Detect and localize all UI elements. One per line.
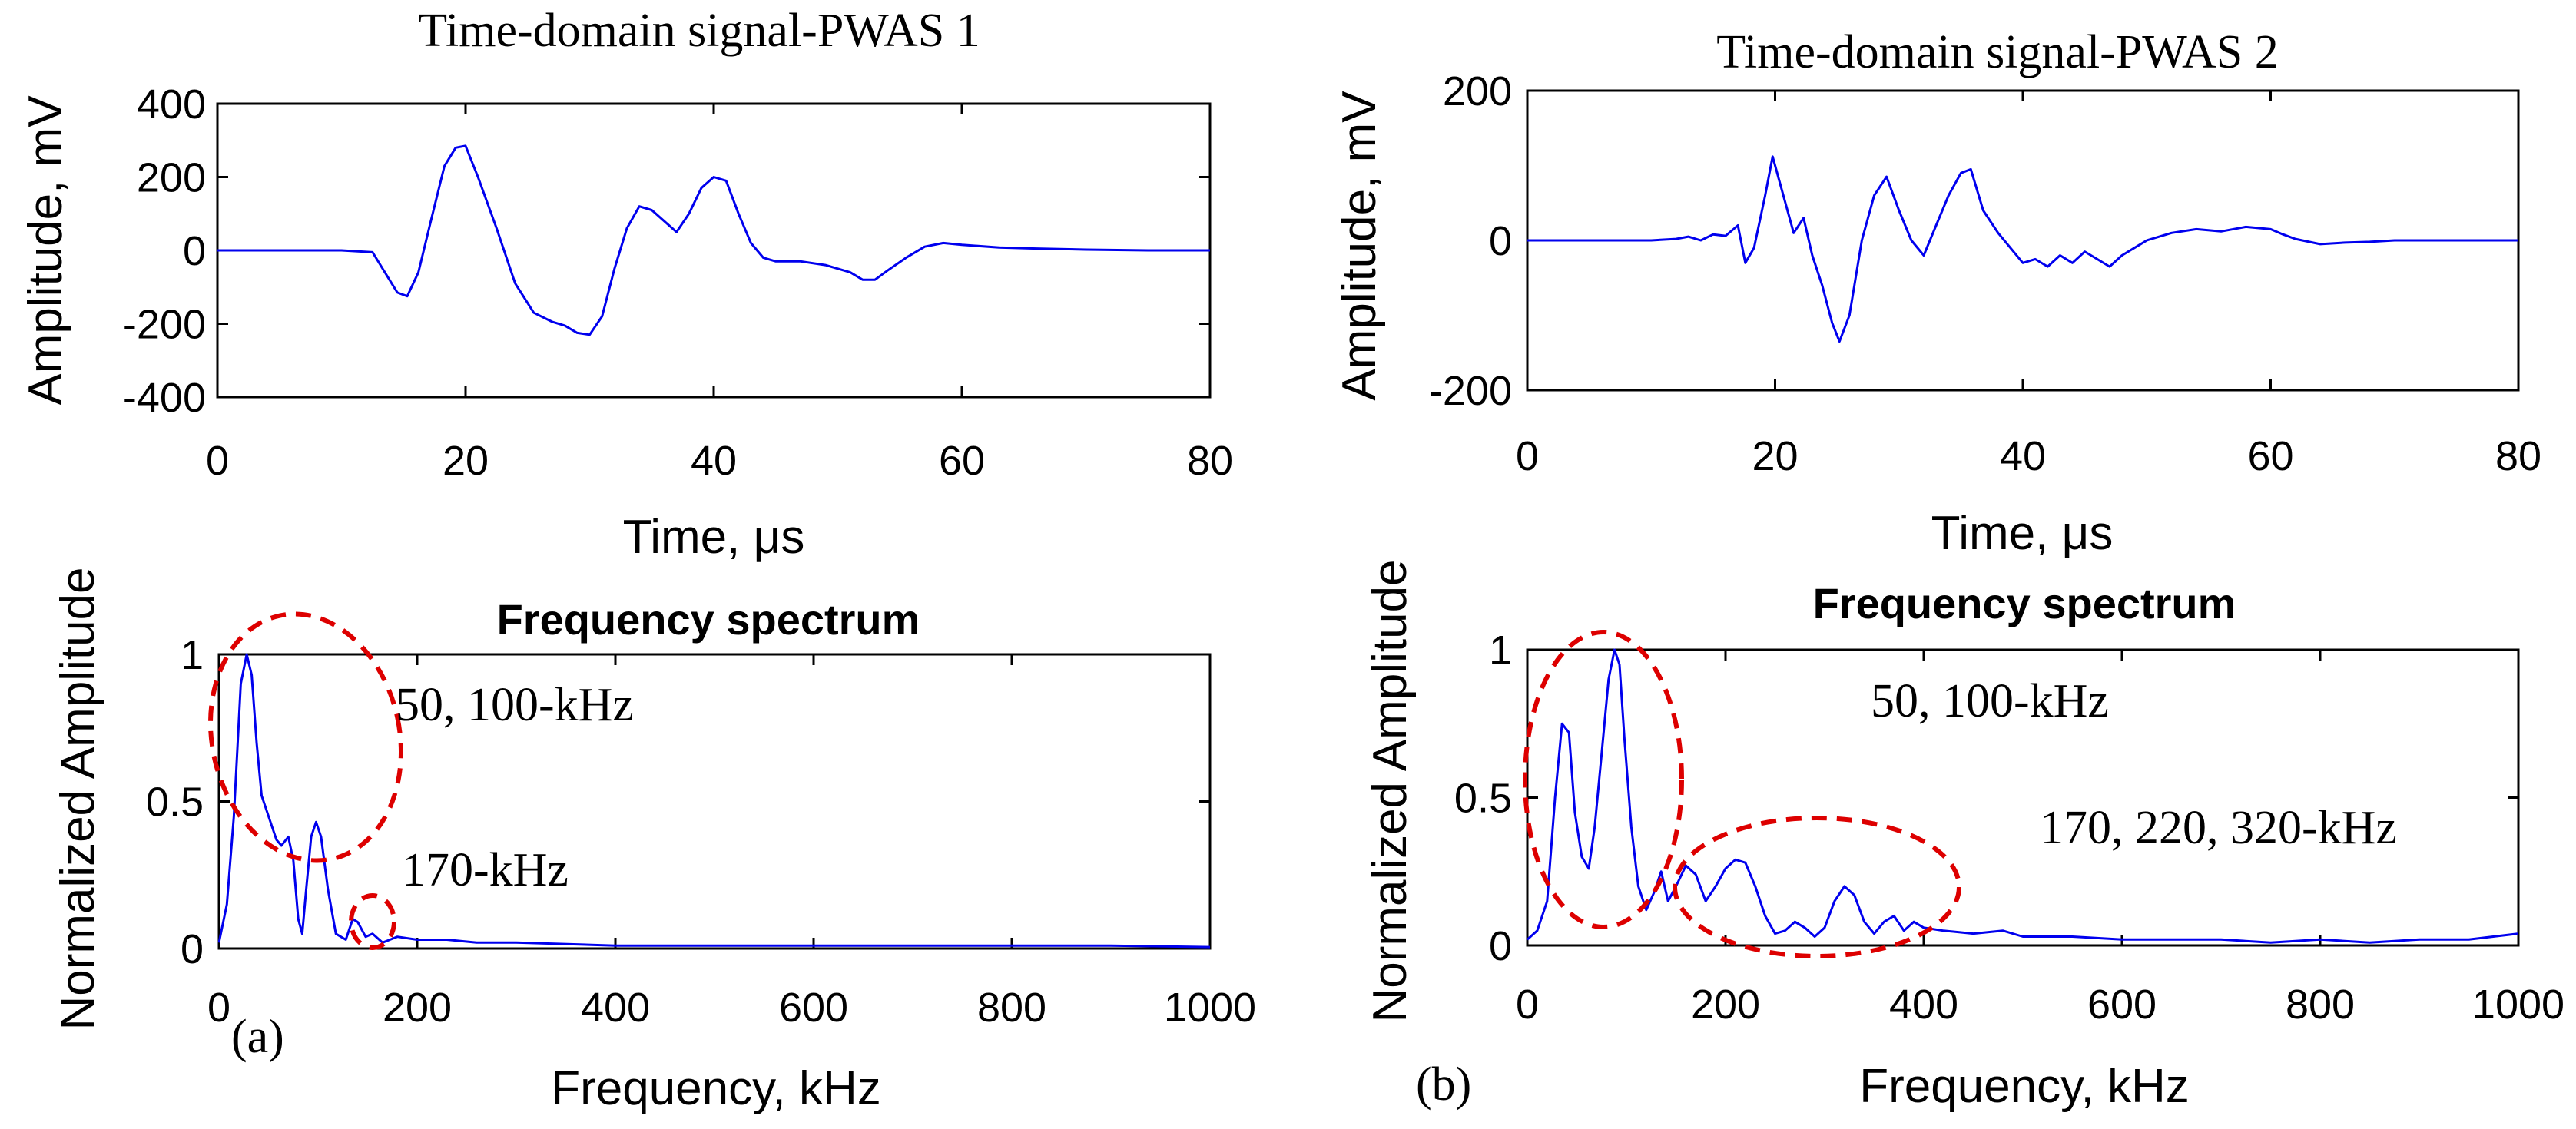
y-axis-label-a-time: Amplitude, mV — [19, 95, 72, 406]
chart-a-time-domain: Time-domain signal-PWAS 1 -400-200020040… — [19, 5, 1233, 564]
y-tick-label: -200 — [1429, 368, 1512, 414]
x-axis-label-b-freq: Frequency, kHz — [1859, 1060, 2190, 1113]
plot-frame-a-freq — [217, 653, 1212, 950]
x-tick-label: 400 — [581, 985, 650, 1031]
chart-a-frequency-spectrum: Frequency spectrum 00.51 0 200 400 600 800 10… — [51, 567, 1256, 1115]
x-tick-label: 200 — [383, 985, 452, 1031]
x-tick-label: 800 — [2286, 982, 2355, 1028]
annotation-a-low-peaks: 50, 100-kHz — [396, 679, 634, 731]
y-tick-label: -400 — [123, 375, 206, 421]
y-tick-label: 200 — [137, 155, 206, 201]
x-tick-label: 60 — [939, 438, 985, 484]
y-tick-label: 0.5 — [146, 780, 204, 826]
y-tick-label: 400 — [137, 81, 206, 127]
title-b-time: Time-domain signal-PWAS 2 — [1716, 26, 2278, 78]
y-tick-label: 1 — [181, 632, 204, 678]
highlight-ellipse-a-high — [349, 893, 396, 950]
series-line-a-freq — [217, 653, 1211, 949]
y-axis-label-b-time: Amplitude, mV — [1333, 91, 1386, 401]
x-tick-label: 80 — [1187, 438, 1233, 484]
series-line-b-time — [1527, 155, 2518, 343]
x-tick-label: 0 — [207, 985, 230, 1031]
x-tick-label: 200 — [1691, 982, 1760, 1028]
y-ticks-b-freq: 00.51 — [1454, 627, 2518, 969]
annotation-b-high-peaks: 170, 220, 320-kHz — [2040, 802, 2397, 854]
x-tick-label: 20 — [1752, 433, 1798, 479]
subfigure-label-a: (a) — [231, 1011, 284, 1063]
x-tick-label: 0 — [1516, 433, 1539, 479]
x-ticks-a-time: 0 20 40 60 80 — [206, 104, 1233, 484]
x-tick-label: 600 — [2087, 982, 2157, 1028]
y-tick-label: -200 — [123, 302, 206, 348]
x-ticks-a-freq: 0 200 400 600 800 1000 — [207, 654, 1256, 1031]
y-tick-label: 200 — [1443, 68, 1512, 114]
x-tick-label: 80 — [2495, 433, 2541, 479]
x-tick-label: 60 — [2247, 433, 2293, 479]
series-line-b-freq — [1527, 648, 2519, 944]
x-tick-label: 1000 — [1164, 985, 1256, 1031]
highlight-ellipse-b-low — [1523, 630, 1684, 929]
title-b-freq: Frequency spectrum — [1813, 579, 2236, 627]
highlight-ellipse-b-high — [1673, 816, 1961, 958]
y-tick-label: 0.5 — [1454, 776, 1512, 822]
title-a-time: Time-domain signal-PWAS 1 — [418, 5, 980, 57]
x-tick-label: 40 — [2000, 433, 2046, 479]
x-ticks-b-time: 0 20 40 60 80 — [1516, 91, 2541, 479]
y-axis-label-a-freq: Normalized Amplitude — [51, 567, 104, 1030]
y-axis-label-b-freq: Normalized Amplitude — [1364, 559, 1417, 1022]
series-line-a-time — [217, 144, 1210, 336]
x-tick-label: 1000 — [2472, 982, 2564, 1028]
plot-frame-b-time — [1526, 89, 2520, 392]
x-tick-label: 40 — [691, 438, 737, 484]
x-axis-label-b-time: Time, μs — [1931, 507, 2114, 560]
annotation-a-high-peak: 170-kHz — [402, 844, 569, 896]
y-tick-label: 0 — [1489, 923, 1512, 969]
plot-frame-a-time — [216, 102, 1212, 399]
x-tick-label: 0 — [1516, 982, 1539, 1028]
x-tick-label: 600 — [779, 985, 848, 1031]
y-tick-label: 1 — [1489, 627, 1512, 674]
y-tick-label: 0 — [181, 926, 204, 972]
x-tick-label: 800 — [977, 985, 1046, 1031]
highlight-ellipse-a-low — [208, 611, 403, 863]
y-ticks-b-time: -200 0 200 — [1429, 68, 2518, 414]
subfigure-label-b: (b) — [1416, 1058, 1471, 1111]
x-tick-label: 400 — [1889, 982, 1958, 1028]
y-tick-label: 0 — [183, 228, 206, 274]
y-ticks-a-time: -400 -200 0 200 400 — [123, 81, 1210, 421]
x-tick-label: 0 — [206, 438, 229, 484]
annotation-b-low-peaks: 50, 100-kHz — [1871, 675, 2109, 727]
x-axis-label-a-freq: Frequency, kHz — [551, 1062, 881, 1115]
x-axis-label-a-time: Time, μs — [623, 511, 805, 564]
x-tick-label: 20 — [443, 438, 489, 484]
y-ticks-a-freq: 00.51 — [146, 632, 1210, 972]
title-a-freq: Frequency spectrum — [497, 595, 920, 644]
y-tick-label: 0 — [1489, 218, 1512, 264]
chart-b-frequency-spectrum: Frequency spectrum 00.51 0 200 400 600 800 10… — [1364, 559, 2564, 1113]
